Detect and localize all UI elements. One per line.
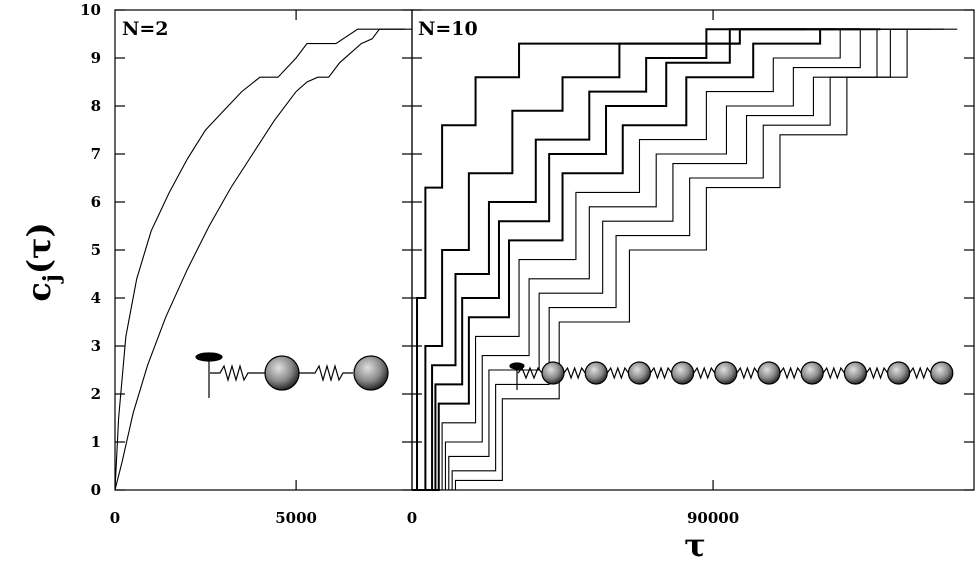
- y-tick-label: 9: [91, 49, 101, 67]
- svg-text:cj(τ): cj(τ): [20, 222, 65, 301]
- y-tick-label: 0: [91, 481, 101, 499]
- x-axis-title: τ: [684, 526, 706, 563]
- mass-ball-icon: [264, 355, 300, 391]
- anchor-head-icon: [195, 352, 223, 362]
- y-axis-title: cj(τ): [20, 222, 65, 301]
- panel-left-frame: [114, 9, 413, 491]
- x-tick-label: 5000: [275, 509, 317, 527]
- y-tick-label: 4: [91, 289, 101, 307]
- spring-icon: [865, 366, 889, 380]
- y-tick-label: 3: [91, 337, 101, 355]
- mass-ball-icon: [800, 361, 824, 385]
- mass-ball-icon: [541, 361, 565, 385]
- x-tick-label: 0: [407, 509, 417, 527]
- spring-icon: [693, 366, 716, 380]
- y-tick-label: 5: [91, 241, 101, 259]
- mass-ball-icon: [757, 361, 781, 385]
- series-line: [412, 28, 861, 491]
- spring-icon: [736, 366, 759, 380]
- series-line: [412, 28, 881, 491]
- series-line: [114, 28, 412, 491]
- series-line: [412, 28, 958, 491]
- mass-ball-icon: [886, 361, 911, 385]
- y-tick-label: 1: [91, 433, 101, 451]
- series-line: [412, 42, 740, 491]
- mass-ball-icon: [627, 361, 652, 385]
- series-left: [114, 28, 412, 491]
- series-line: [412, 28, 944, 491]
- ticks-left: 0 1 2 3 4 5 6 7 8 9 10 0 5000: [80, 1, 412, 527]
- spring-icon: [606, 366, 629, 380]
- mass-ball-icon: [353, 355, 389, 391]
- y-tick-label: 7: [91, 145, 101, 163]
- spring-icon: [563, 366, 586, 380]
- y-tick-label: 10: [80, 1, 101, 19]
- series-line: [412, 28, 931, 491]
- y-tick-label: 8: [91, 97, 101, 115]
- spring-icon: [649, 366, 673, 380]
- y-tick-label: 6: [91, 193, 101, 211]
- series-line: [412, 28, 807, 491]
- spring-icon: [822, 366, 845, 380]
- mass-ball-icon: [930, 361, 954, 385]
- mass-ball-icon: [714, 361, 738, 385]
- panel-label-n2: N=2: [122, 18, 169, 40]
- spring-icon: [779, 366, 802, 380]
- x-tick-label: 0: [110, 509, 120, 527]
- mass-ball-icon: [670, 361, 695, 385]
- series-line: [114, 28, 405, 491]
- series-line: [412, 28, 898, 491]
- ticks-right: 0 90000: [407, 9, 974, 527]
- chain-2-masses: [195, 352, 389, 398]
- spring-icon: [210, 363, 265, 383]
- spring-icon: [909, 366, 932, 380]
- series-line: [412, 28, 914, 491]
- series-line: [412, 28, 834, 491]
- series-right: [412, 28, 958, 491]
- anchor-head-icon: [509, 362, 525, 370]
- panel-label-n10: N=10: [418, 18, 478, 40]
- x-tick-label: 90000: [687, 509, 739, 527]
- spring-icon: [299, 363, 353, 383]
- chain-10-masses: [509, 361, 954, 390]
- mass-ball-icon: [843, 361, 868, 385]
- y-tick-label: 2: [91, 385, 101, 403]
- spring-icon: [517, 366, 543, 380]
- mass-ball-icon: [584, 361, 608, 385]
